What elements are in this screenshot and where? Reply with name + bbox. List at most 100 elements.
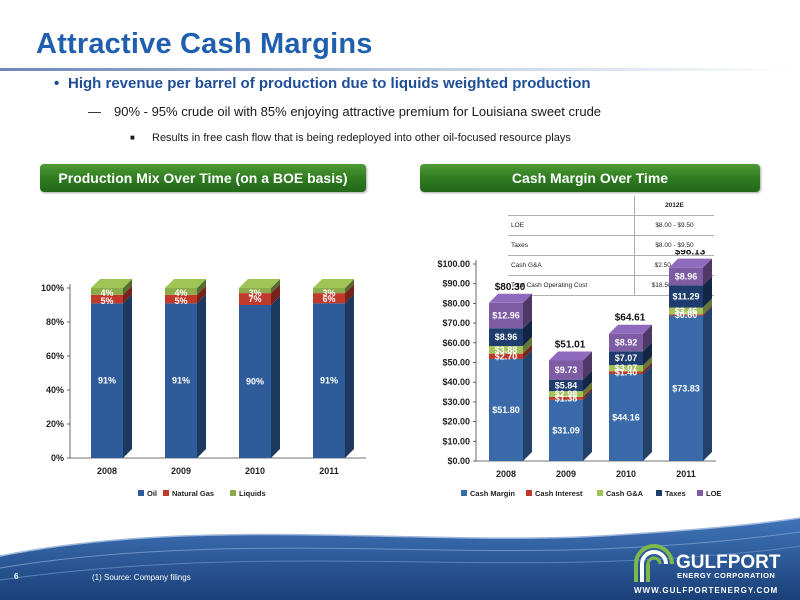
y-tick-label: 80% [46,317,64,327]
bar-segment [609,365,643,372]
bar-segment [669,314,703,316]
y-tick-label: 20% [46,419,64,429]
data-label: $51.80 [492,405,520,415]
data-label: $1.38 [555,393,578,403]
bar-segment [239,293,271,305]
data-label: $1.40 [615,368,638,378]
data-label: $8.96 [495,332,518,342]
legend-item: Cash Interest [535,489,583,498]
legend-item: Natural Gas [172,489,214,498]
bar-segment [609,333,643,352]
data-label: 91% [320,376,338,386]
bar-segment [91,303,123,458]
bar-segment [165,288,197,295]
bar-segment [549,397,583,400]
bar-segment [609,351,643,366]
y-tick-label: $40.00 [442,377,470,387]
data-label: $5.84 [555,380,578,390]
bar-top [609,324,652,334]
bar-segment [313,293,345,304]
slide-title: Attractive Cash Margins [36,28,373,60]
bar-side [523,336,532,354]
bar-top [313,279,354,288]
data-label: $73.83 [672,383,700,393]
bar-segment [239,288,271,294]
y-tick-label: $20.00 [442,417,470,427]
data-label: $7.07 [615,353,638,363]
bar-side [643,324,652,352]
data-label: $31.09 [552,425,580,435]
bar-side [345,294,354,458]
x-tick-label: 2010 [245,466,265,476]
x-tick-label: 2011 [319,466,339,476]
data-label: 3% [322,288,335,298]
bullet-level2-text: 90% - 95% crude oil with 85% enjoying at… [114,104,602,119]
bar-segment [489,328,523,346]
data-label: $11.29 [672,291,699,301]
y-tick-label: $80.00 [442,298,470,308]
cost-table-value: $8.00 - $9.50 [633,235,714,256]
bullet-level3: ■ Results in free cash flow that is being… [130,132,571,144]
footer-wave [0,517,800,600]
bar-side [643,356,652,372]
bar-segment [669,307,703,315]
x-tick-label: 2008 [496,469,516,479]
data-label: 6% [322,294,335,304]
legend-swatch [697,490,703,496]
legend-swatch [526,490,532,496]
bar-side [197,279,206,295]
y-tick-label: 100% [41,283,64,293]
bar-side [523,349,532,461]
data-label: 90% [246,377,264,387]
bar-side [345,279,354,294]
bar-segment [549,399,583,461]
logo-mark-icon [634,544,674,582]
bar-segment [549,379,583,392]
bar-side [583,390,592,461]
x-tick-label: 2011 [676,469,696,479]
bar-side [271,279,280,294]
legend-swatch [163,490,169,496]
bar-top [489,293,532,303]
data-label: $3.46 [675,306,698,316]
total-label: $64.61 [615,313,646,324]
bar-side [523,319,532,346]
cost-table-label: LOE [508,215,635,236]
bar-side [123,279,132,295]
bar-top [549,351,592,361]
y-tick-label: $60.00 [442,338,470,348]
data-label: $9.73 [555,365,578,375]
data-label: $2.70 [495,351,518,361]
data-label: $3.07 [615,363,638,373]
bar-segment [489,358,523,461]
bar-side [643,365,652,461]
legend-item: Oil [147,489,157,498]
bar-segment [313,303,345,458]
bar-segment [609,371,643,375]
data-label: $12.96 [492,311,520,321]
logo-url: WWW.GULFPORTENERGY.COM [634,586,778,595]
bar-segment [489,345,523,354]
bar-top [239,279,280,288]
bar-side [583,351,592,380]
bar-segment [91,288,123,295]
bar-segment [609,374,643,461]
bar-segment [669,267,703,286]
bar-side [583,370,592,392]
bar-segment [165,303,197,458]
cost-table-header: 2012E [633,196,714,216]
bar-segment [91,294,123,304]
bar-segment [549,391,583,398]
cost-table-label: Total Cash Operating Cost [508,275,635,296]
cost-table-row: Taxes $8.00 - $9.50 [508,235,714,256]
y-tick-label: $50.00 [442,358,470,368]
data-label: $2.98 [555,389,578,399]
x-tick-label: 2009 [171,466,191,476]
cost-table-row: LOE $8.00 - $9.50 [508,215,714,236]
bar-side [345,284,354,304]
y-tick-label: $10.00 [442,436,470,446]
data-label: 5% [174,296,187,306]
logo-subtitle: ENERGY CORPORATION [677,571,775,580]
bar-side [123,285,132,304]
cost-table-label: Cash G&A [508,255,635,276]
